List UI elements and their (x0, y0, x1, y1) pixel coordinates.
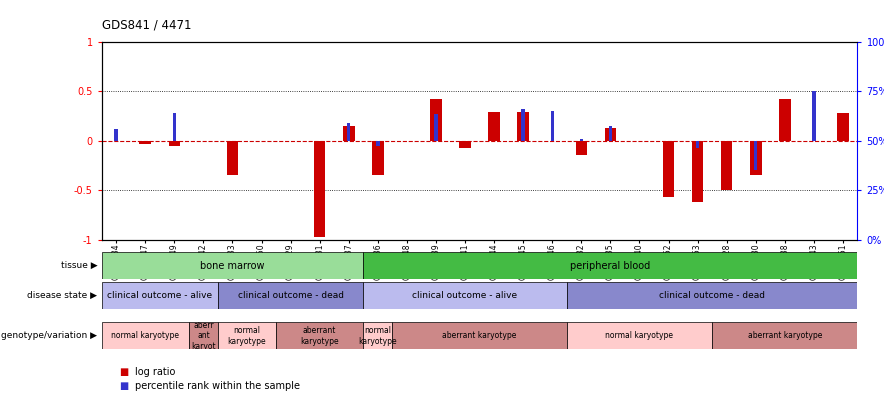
Text: normal karyotype: normal karyotype (606, 331, 674, 340)
Bar (459, 141, 471, 148)
Text: tissue ▶: tissue ▶ (61, 261, 97, 270)
Bar (517, 112, 529, 141)
Text: log ratio: log ratio (135, 367, 176, 377)
Bar (376, 141, 379, 145)
Bar (575, 141, 587, 155)
Text: normal karyotype: normal karyotype (111, 331, 179, 340)
Bar (189, 322, 218, 349)
Bar (172, 113, 176, 141)
Text: peripheral blood: peripheral blood (570, 261, 651, 271)
Bar (488, 112, 500, 141)
Text: ■: ■ (119, 367, 128, 377)
Text: percentile rank within the sample: percentile rank within the sample (135, 381, 301, 391)
Bar (663, 141, 674, 197)
Bar (720, 141, 733, 190)
Bar (567, 282, 857, 309)
Text: normal
karyotype: normal karyotype (359, 326, 397, 345)
Bar (343, 126, 354, 141)
Bar (567, 322, 713, 349)
Bar (754, 141, 758, 170)
Bar (692, 141, 704, 202)
Bar (580, 139, 583, 141)
Bar (431, 99, 442, 141)
Text: aberrant karyotype: aberrant karyotype (442, 331, 517, 340)
Bar (102, 282, 218, 309)
Text: aberrant karyotype: aberrant karyotype (748, 331, 822, 340)
Bar (363, 282, 567, 309)
Bar (696, 141, 699, 147)
Text: normal
karyotype: normal karyotype (228, 326, 266, 345)
Bar (605, 128, 616, 141)
Bar (140, 141, 151, 143)
Bar (609, 126, 612, 141)
Bar (363, 322, 392, 349)
Text: disease state ▶: disease state ▶ (27, 291, 97, 300)
Bar (812, 91, 816, 141)
Bar (102, 252, 363, 279)
Text: aberrant
karyotype: aberrant karyotype (301, 326, 339, 345)
Text: clinical outcome - dead: clinical outcome - dead (659, 291, 766, 300)
Bar (522, 109, 525, 141)
Bar (779, 99, 790, 141)
Bar (226, 141, 239, 175)
Bar (218, 322, 276, 349)
Text: genotype/variation ▶: genotype/variation ▶ (1, 331, 97, 340)
Bar (347, 123, 350, 141)
Text: aberr
ant
karyot: aberr ant karyot (191, 321, 216, 351)
Bar (713, 322, 857, 349)
Text: bone marrow: bone marrow (200, 261, 264, 271)
Bar (837, 113, 849, 141)
Text: clinical outcome - dead: clinical outcome - dead (238, 291, 344, 300)
Bar (750, 141, 761, 175)
Bar (102, 322, 189, 349)
Text: clinical outcome - alive: clinical outcome - alive (107, 291, 212, 300)
Bar (114, 129, 118, 141)
Bar (218, 282, 363, 309)
Bar (372, 141, 384, 175)
Text: ■: ■ (119, 381, 128, 391)
Bar (434, 114, 438, 141)
Text: clinical outcome - alive: clinical outcome - alive (413, 291, 518, 300)
Bar (551, 111, 554, 141)
Bar (169, 141, 180, 145)
Bar (276, 322, 363, 349)
Bar (314, 141, 325, 236)
Text: GDS841 / 4471: GDS841 / 4471 (102, 19, 191, 32)
Bar (392, 322, 567, 349)
Bar (363, 252, 857, 279)
